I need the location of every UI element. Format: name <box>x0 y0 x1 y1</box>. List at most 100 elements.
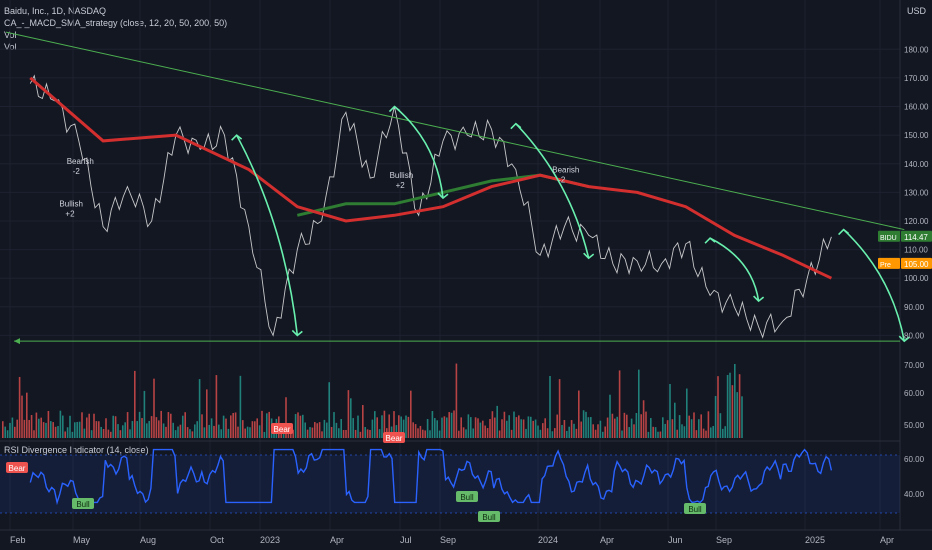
volume-bar <box>690 419 693 438</box>
volume-bar <box>669 384 671 438</box>
volume-bar <box>138 411 141 438</box>
volume-bar <box>734 364 736 438</box>
volume-bar <box>688 415 690 438</box>
volume-bar <box>640 414 642 438</box>
curved-arrow <box>235 134 299 336</box>
time-axis-label: Apr <box>880 535 894 545</box>
volume-bar <box>182 415 184 438</box>
time-axis-label: Feb <box>10 535 26 545</box>
volume-bar <box>628 427 630 438</box>
volume-bar <box>249 427 251 438</box>
volume-bar <box>304 422 306 438</box>
volume-bar <box>381 415 383 438</box>
volume-bar <box>66 427 69 438</box>
volume-bar <box>314 422 316 438</box>
volume-bar <box>467 414 470 438</box>
volume-bar <box>316 423 318 438</box>
volume-bar <box>294 414 297 438</box>
bull-badge <box>72 498 94 509</box>
arrow-head <box>753 295 765 303</box>
volume-bar <box>527 416 530 438</box>
price-tag-value-bg <box>901 257 932 269</box>
volume-bar <box>208 424 210 438</box>
rsi-band <box>0 455 900 513</box>
arrow-head <box>898 335 910 343</box>
volume-bar <box>534 419 537 438</box>
volume-bar <box>429 430 431 438</box>
volume-bar <box>350 398 352 438</box>
volume-bar <box>530 416 532 438</box>
volume-bar <box>501 419 503 438</box>
volume-bar <box>446 417 448 438</box>
volume-bar <box>184 412 186 438</box>
volume-axis-label: 70.00 <box>904 361 925 370</box>
volume-bar <box>695 430 698 438</box>
volume-bar <box>287 430 290 438</box>
signal-value: +2 <box>396 181 406 190</box>
volume-bar <box>374 411 376 438</box>
strategy-title: CA_-_MACD_SMA_strategy (close, 12, 20, 5… <box>4 18 228 28</box>
volume-bar <box>167 412 170 438</box>
arrow-head <box>291 329 303 337</box>
volume-bar <box>662 417 664 438</box>
volume-bar <box>186 427 189 438</box>
volume-bar <box>23 419 26 438</box>
volume-bar <box>414 424 417 438</box>
badge-label: Bear <box>386 434 403 443</box>
volume-bar <box>405 415 407 438</box>
volume-bar <box>458 430 460 438</box>
volume-bar <box>141 418 143 438</box>
volume-bar <box>525 428 527 438</box>
signal-label: Bullish+2 <box>390 171 414 190</box>
volume-bar <box>714 395 717 438</box>
signal-value: +2 <box>65 210 75 219</box>
volume-bar <box>539 429 542 438</box>
volume-bar <box>484 425 486 438</box>
volume-bar <box>11 417 14 438</box>
volume-bar <box>170 413 172 438</box>
volume-bar <box>654 427 657 438</box>
volume-bar <box>575 428 578 438</box>
volume-bar <box>602 431 604 438</box>
volume-bar <box>702 428 705 438</box>
volume-bar <box>160 410 162 438</box>
volume-bar <box>726 374 729 438</box>
time-axis-label: Apr <box>600 535 614 545</box>
volume-bar <box>69 415 71 438</box>
volume-bar <box>410 390 412 438</box>
price-axis-label: 100.00 <box>904 274 929 283</box>
volume-bar <box>292 429 294 438</box>
volume-bar <box>26 392 28 438</box>
price-tag-value: 105.00 <box>904 260 929 269</box>
bull-badge <box>478 511 500 522</box>
volume-bar <box>616 416 618 438</box>
volume-bar <box>566 430 568 438</box>
volume-bar <box>652 426 654 438</box>
badge-label: Bull <box>688 505 702 514</box>
volume-bar <box>311 427 314 438</box>
volume-bar <box>674 402 676 438</box>
volume-bar <box>14 426 16 438</box>
volume-bar <box>50 421 52 438</box>
volume-bar <box>95 421 98 438</box>
volume-bar <box>30 414 33 438</box>
volume-bar <box>618 370 621 438</box>
signal-text: Bullish <box>390 171 414 180</box>
volume-bar <box>520 419 522 438</box>
volume-bar <box>518 415 520 438</box>
volume-bar <box>650 418 652 438</box>
trendline <box>5 31 905 231</box>
volume-bar <box>638 369 640 438</box>
volume-bar <box>417 428 419 438</box>
volume-bar <box>395 425 398 438</box>
rsi-line <box>29 448 833 506</box>
volume-bar <box>318 422 321 438</box>
volume-bar <box>378 429 381 438</box>
badge-label: Bull <box>460 493 474 502</box>
volume-bar <box>741 396 743 438</box>
volume-bar <box>448 412 450 438</box>
volume-bar <box>191 431 194 438</box>
bear-badge <box>6 462 28 473</box>
currency-label[interactable]: USD <box>906 6 926 16</box>
